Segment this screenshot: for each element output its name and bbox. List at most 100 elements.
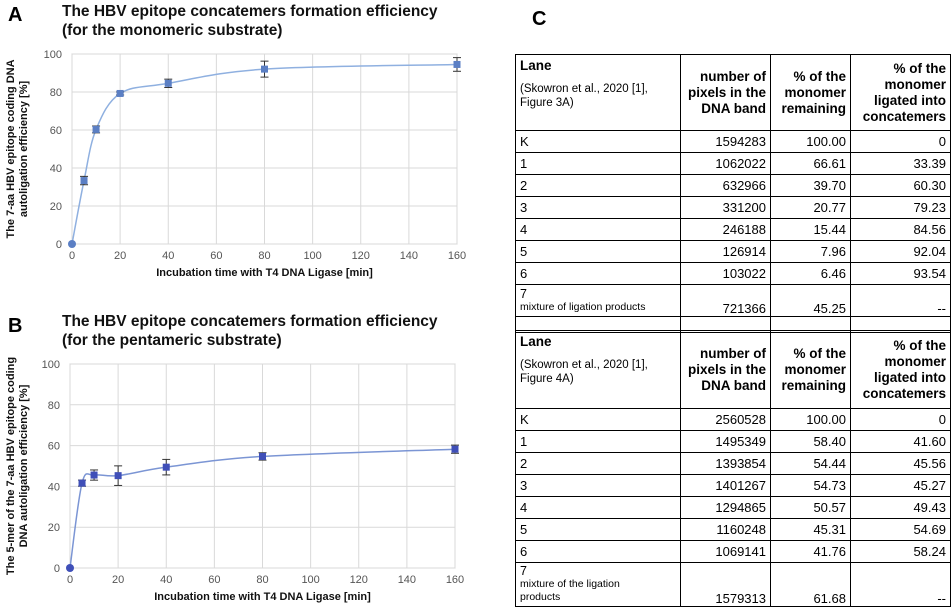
ligated-cell: 79.23: [850, 196, 951, 219]
ligated-cell: 0: [850, 408, 951, 431]
y-tick-label: 0: [54, 563, 60, 575]
x-tick-label: 120: [352, 250, 370, 262]
table-row: 1 1062022 66.61 33.39: [515, 152, 951, 175]
x-tick-label: 60: [208, 574, 220, 586]
x-axis-label: Incubation time with T4 DNA Ligase [min]: [154, 591, 371, 603]
table-row: 1 1495349 58.40 41.60: [515, 430, 951, 453]
header-lane-label: Lane: [520, 58, 552, 73]
remaining-cell: 6.46: [770, 262, 851, 285]
x-tick-label: 20: [114, 250, 126, 262]
header-lane-label: Lane: [520, 334, 552, 349]
ligated-cell: 84.56: [850, 218, 951, 241]
data-point: [261, 65, 268, 73]
remaining-cell: 20.77: [770, 196, 851, 219]
ligated-cell: 41.60: [850, 430, 951, 453]
pixels-cell: 1393854: [680, 452, 771, 475]
table-header-row: Lane (Skowron et al., 2020 [1], Figure 4…: [515, 330, 951, 409]
ligated-cell: 92.04: [850, 240, 951, 263]
lane-cell: K: [515, 408, 681, 431]
data-point: [80, 177, 88, 185]
x-tick-label: 40: [160, 574, 172, 586]
header-remaining: % of the monomer remaining: [770, 330, 851, 409]
lane-7-ligated: --: [850, 562, 951, 607]
lane-7-label: 7: [520, 564, 527, 578]
y-tick-label: 60: [48, 441, 60, 453]
chart-b-title: The HBV epitope concatemers formation ef…: [62, 312, 438, 350]
lane-7-cell: 7 mixture of the ligation products: [515, 562, 681, 607]
ligation-table-1: Lane (Skowron et al., 2020 [1], Figure 3…: [515, 54, 951, 333]
remaining-cell: 58.40: [770, 430, 851, 453]
table-row: 6 103022 6.46 93.54: [515, 262, 951, 285]
y-axis-label-line2: autoligation efficiency [%]: [18, 81, 30, 218]
table-row: 3 331200 20.77 79.23: [515, 196, 951, 219]
header-pixels: number of pixels in the DNA band: [680, 330, 771, 409]
data-point: [116, 89, 124, 97]
x-tick-label: 80: [258, 250, 270, 262]
x-tick-label: 120: [350, 574, 368, 586]
data-point: [66, 564, 74, 572]
table-row: 3 1401267 54.73 45.27: [515, 474, 951, 497]
lane-cell: 1: [515, 430, 681, 453]
pixels-cell: 1495349: [680, 430, 771, 453]
x-tick-label: 80: [256, 574, 268, 586]
y-tick-label: 20: [50, 201, 62, 213]
y-axis-label-line2: DNA autoligation efficiency [%]: [18, 384, 30, 547]
header-pixels: number of pixels in the DNA band: [680, 54, 771, 131]
ligated-cell: 33.39: [850, 152, 951, 175]
lane-7-pixels: 721366: [680, 284, 771, 317]
lane-7-remaining: 45.25: [770, 284, 851, 317]
header-ligated: % of the monomer ligated into concatemer…: [850, 54, 951, 131]
ligated-cell: 45.27: [850, 474, 951, 497]
panel-letter-a: A: [8, 4, 23, 26]
x-tick-label: 20: [112, 574, 124, 586]
table-row: 4 1294865 50.57 49.43: [515, 496, 951, 519]
lane-cell: 5: [515, 518, 681, 541]
data-point: [68, 240, 76, 248]
header-lane: Lane (Skowron et al., 2020 [1], Figure 3…: [515, 54, 681, 131]
table-row: 6 1069141 41.76 58.24: [515, 540, 951, 563]
pixels-cell: 126914: [680, 240, 771, 263]
lane-7-label: 7: [520, 286, 527, 301]
chart-a-title-line1: The HBV epitope concatemers formation ef…: [62, 3, 438, 20]
lane-cell: 6: [515, 262, 681, 285]
table-row: 5 126914 7.96 92.04: [515, 240, 951, 263]
data-point: [451, 445, 459, 453]
x-axis-label: Incubation time with T4 DNA Ligase [min]: [156, 267, 373, 279]
panel-letter-c: C: [532, 8, 547, 30]
remaining-cell: 100.00: [770, 130, 851, 153]
table-row: 5 1160248 45.31 54.69: [515, 518, 951, 541]
table-row: K 2560528 100.00 0: [515, 408, 951, 431]
lane-cell: 3: [515, 474, 681, 497]
pixels-cell: 1401267: [680, 474, 771, 497]
ligated-cell: 93.54: [850, 262, 951, 285]
data-point: [78, 479, 86, 487]
table-row: 2 632966 39.70 60.30: [515, 174, 951, 197]
pixels-cell: 1062022: [680, 152, 771, 175]
y-tick-label: 80: [50, 87, 62, 99]
remaining-cell: 15.44: [770, 218, 851, 241]
pixels-cell: 103022: [680, 262, 771, 285]
table-row-lane-7: 7 mixture of the ligation products 15793…: [515, 562, 951, 607]
header-remaining: % of the monomer remaining: [770, 54, 851, 131]
x-tick-label: 0: [67, 574, 73, 586]
lane-7-desc: mixture of the ligation products: [520, 578, 620, 603]
y-axis-label-line1: The 5-mer of the 7-aa HBV epitope coding: [5, 357, 17, 575]
pixels-cell: 1294865: [680, 496, 771, 519]
lane-cell: 4: [515, 218, 681, 241]
chart-a-title-line2: (for the monomeric substrate): [62, 22, 283, 39]
header-lane-source: (Skowron et al., 2020 [1], Figure 4A): [520, 359, 648, 385]
y-tick-label: 40: [48, 481, 60, 493]
y-axis-label-line1: The 7-aa HBV epitope coding DNA: [5, 59, 17, 238]
lane-cell: 5: [515, 240, 681, 263]
table-row-lane-7: 7 mixture of ligation products 721366 45…: [515, 284, 951, 317]
remaining-cell: 54.73: [770, 474, 851, 497]
x-tick-label: 100: [303, 250, 321, 262]
remaining-cell: 54.44: [770, 452, 851, 475]
y-tick-label: 80: [48, 400, 60, 412]
table-header-row: Lane (Skowron et al., 2020 [1], Figure 3…: [515, 54, 951, 131]
remaining-cell: 7.96: [770, 240, 851, 263]
remaining-cell: 66.61: [770, 152, 851, 175]
x-tick-label: 160: [446, 574, 464, 586]
x-tick-label: 40: [162, 250, 174, 262]
y-tick-label: 20: [48, 522, 60, 534]
